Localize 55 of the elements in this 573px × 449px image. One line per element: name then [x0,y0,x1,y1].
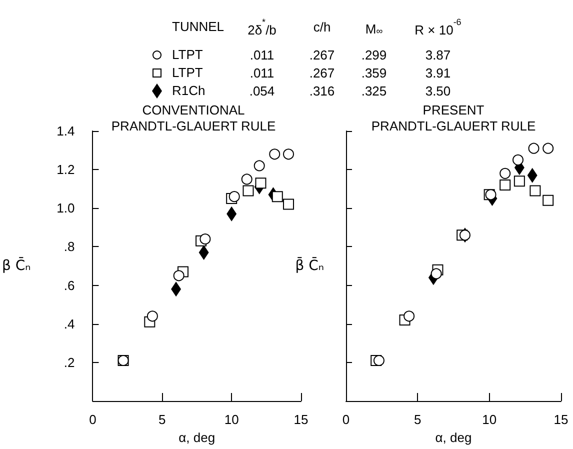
text: .054 [249,84,275,98]
point [512,154,524,166]
text: 3.91 [425,66,451,80]
x-tick-label: 15 [294,412,308,427]
legend-label: R1Ch [172,83,206,98]
point [228,191,240,202]
legend-label: LTPT [172,47,203,62]
point [404,310,415,322]
y-tick-label: .6 [64,278,75,293]
y-tick-label: .8 [64,239,75,254]
x-axis-title: α, deg [435,430,472,445]
text: .299 [361,48,387,62]
y-axis-title: β̄ C̄ₙ [295,256,324,274]
point [272,191,283,202]
text: .267 [309,66,335,80]
point [373,355,384,366]
text: M∞ [365,22,384,36]
x-tick-label: 10 [482,412,497,427]
point [146,310,158,322]
x-tick-label: 0 [342,412,350,427]
x-tick-label: 5 [414,412,422,427]
text: .011 [250,48,274,62]
text: .316 [309,84,335,98]
x-tick-label: 15 [554,412,568,427]
point [514,176,525,187]
point [255,178,266,189]
point [542,194,554,206]
text: 3.87 [425,48,451,62]
x-axis-title: α, deg [178,430,216,445]
y-tick-label: 1.2 [56,162,75,178]
text: 2δ*/b [248,17,276,38]
text: .267 [309,48,335,62]
text: .325 [361,84,387,98]
legend-label: LTPT [172,65,203,80]
chart-title: PRESENT PRANDTL-GLAUERT RULE [371,102,536,134]
point [430,268,442,280]
legend-title: TUNNEL [172,19,224,34]
point [198,245,209,260]
x-tick-label: 10 [224,412,239,427]
text: .011 [250,66,274,80]
point [530,185,541,196]
x-tick-label: 5 [158,412,166,427]
y-axis-title: β C̄ₙ [2,256,31,274]
y-tick-label: .2 [64,354,75,370]
point [173,270,184,282]
y-tick-label: .4 [64,316,75,332]
y-tick-label: 1.0 [56,200,75,216]
chart-title: CONVENTIONAL PRANDTL-GLAUERT RULE [111,102,276,134]
point [242,185,254,196]
text: 3.50 [425,84,451,98]
text: c/h [313,20,331,34]
x-tick-label: 0 [89,412,96,427]
y-tick-label: 1.4 [56,124,75,138]
text: .359 [361,66,387,80]
point [200,234,211,244]
